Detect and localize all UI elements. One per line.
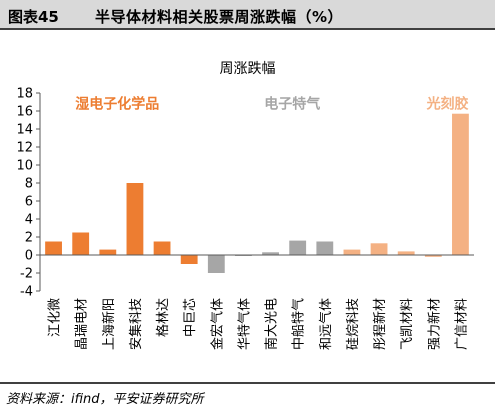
x-tick-label: 晶瑞电材: [75, 298, 90, 350]
x-tick-label: 中船特气: [291, 298, 307, 350]
x-tick-label: 强力新材: [426, 298, 442, 350]
bar-广信材料: [452, 113, 469, 255]
bar-飞凯材料: [397, 251, 415, 255]
y-tick-label: 16: [16, 105, 33, 120]
x-tick-label: 上海新阳: [101, 298, 117, 350]
figure-number: 图表45: [8, 8, 59, 26]
x-tick-label: 南大光电: [264, 298, 280, 350]
x-tick-label: 格林达: [155, 298, 171, 337]
bar-硅烷科技: [343, 249, 361, 255]
y-tick-label: 8: [25, 177, 33, 192]
group-label-2: 光刻胶: [426, 95, 469, 112]
bar-彤程新材: [370, 243, 388, 255]
x-tick-label: 彤程新材: [372, 298, 388, 350]
x-tick-label: 安集科技: [128, 298, 144, 350]
bar-强力新材: [424, 255, 442, 257]
x-tick-label: 中巨芯: [183, 298, 198, 337]
x-tick-label: 硅烷科技: [346, 298, 361, 350]
y-tick-label: 10: [16, 159, 33, 174]
group-label-1: 电子特气: [264, 95, 320, 112]
y-tick-label: 18: [16, 87, 33, 102]
y-tick-label: 14: [16, 123, 33, 138]
bar-格林达: [153, 241, 171, 255]
y-tick-label: 0: [25, 249, 33, 264]
bar-中巨芯: [180, 255, 198, 264]
bar-安集科技: [126, 183, 144, 255]
bar-和远气体: [316, 241, 334, 255]
y-tick-label: 2: [25, 231, 33, 246]
bar-chart: 18 16 14 12 10 8 6 4 2 0 -2 -4 江化微 晶瑞电材 上海新阳 安集科技 格林达 中巨芯…: [16, 87, 474, 350]
x-tick-label: 和远气体: [318, 298, 334, 350]
bar-晶瑞电材: [72, 232, 90, 255]
bar-江化微: [45, 241, 62, 255]
bar-中船特气: [289, 240, 307, 255]
chart-title: 周涨跌幅: [219, 61, 276, 77]
y-tick-label: -4: [20, 285, 33, 300]
figure-title: 半导体材料相关股票周涨跌幅（%）: [95, 8, 344, 26]
x-tick-label: 飞凯材料: [400, 298, 415, 350]
bar-金宏气体: [207, 255, 225, 273]
group-label-0: 湿电子化学品: [75, 95, 159, 112]
x-tick-label: 金宏气体: [209, 298, 225, 350]
y-tick-label: 6: [25, 195, 33, 210]
x-tick-label: 江化微: [48, 298, 63, 337]
y-tick-label: -2: [20, 267, 33, 282]
x-tick-label: 广信材料: [454, 298, 469, 350]
bar-上海新阳: [99, 249, 117, 255]
y-tick-label: 4: [25, 213, 33, 228]
source-note: 资料来源：ifind，平安证券研究所: [6, 392, 204, 407]
x-tick-label: 华特气体: [236, 298, 252, 350]
bar-南大光电: [262, 252, 279, 255]
figure-header: 图表45 半导体材料相关股票周涨跌幅（%）: [0, 0, 495, 30]
y-tick-label: 12: [16, 141, 33, 156]
figure-footer: 资料来源：ifind，平安证券研究所: [0, 382, 495, 414]
